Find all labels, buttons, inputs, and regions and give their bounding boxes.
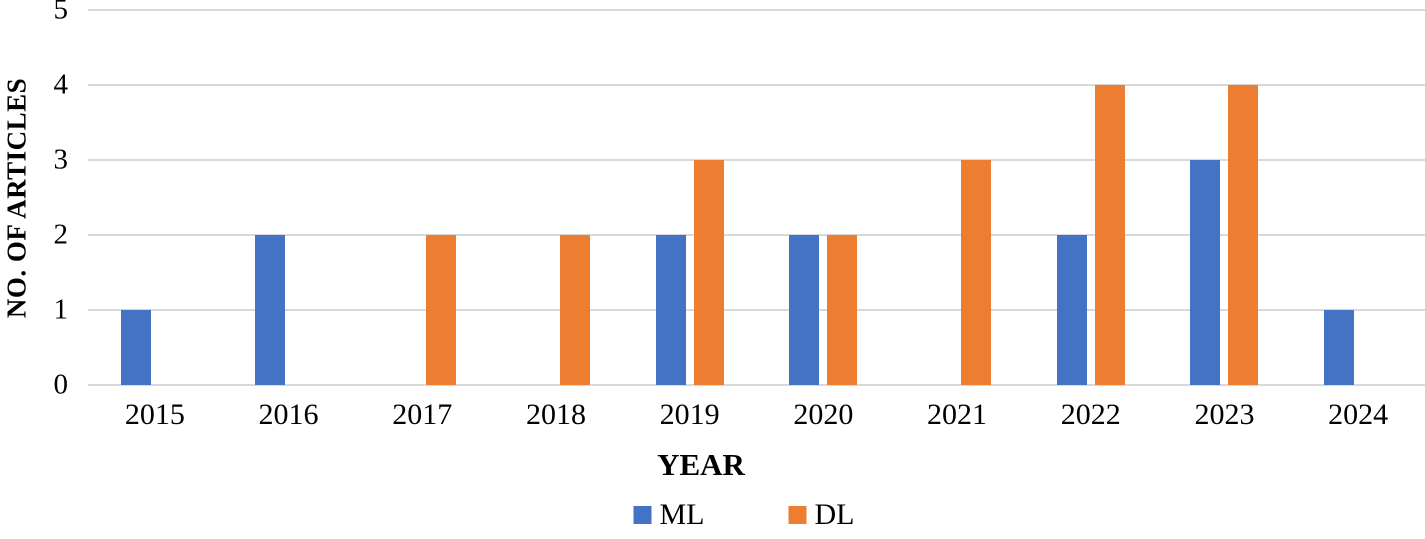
bar-ml-2016 — [254, 235, 285, 385]
x-axis-labels: 2015 2016 2017 2018 2019 2020 2021 2022 2023 2024 — [88, 397, 1425, 437]
x-tick-label: 2022 — [1060, 398, 1121, 431]
bar-dl-2023 — [1228, 85, 1259, 385]
x-tick-label: 2019 — [659, 398, 720, 431]
bar-group-2022 — [1056, 10, 1125, 385]
legend-item-ml: ML — [633, 498, 705, 531]
gridline — [88, 84, 1425, 86]
x-tick-label: 2024 — [1328, 398, 1389, 431]
y-tick-label: 5 — [53, 0, 69, 26]
legend-label: DL — [814, 498, 855, 531]
bar-ml-2015 — [120, 310, 151, 385]
bar-ml-2022 — [1056, 235, 1087, 385]
y-axis-ticks: 0 1 2 3 4 5 — [0, 0, 69, 399]
bar-ml-2020 — [789, 235, 820, 385]
gridline — [88, 309, 1425, 311]
y-tick-label: 3 — [53, 143, 69, 176]
bar-dl-2018 — [559, 235, 590, 385]
plot-area — [88, 9, 1425, 386]
bar-dl-2021 — [961, 160, 992, 385]
bar-dl-2017 — [426, 235, 457, 385]
bar-dl-2022 — [1094, 85, 1125, 385]
legend-label: ML — [659, 498, 705, 531]
bar-dl-2020 — [827, 235, 858, 385]
x-tick-label: 2023 — [1194, 398, 1255, 431]
gridline — [88, 234, 1425, 236]
legend-swatch-icon — [633, 506, 652, 524]
x-tick-label: 2018 — [525, 398, 586, 431]
bar-dl-2019 — [693, 160, 724, 385]
y-tick-label: 0 — [53, 368, 69, 401]
y-tick-label: 1 — [53, 293, 69, 326]
bar-group-2016 — [254, 10, 323, 385]
bar-group-2020 — [789, 10, 858, 385]
x-tick-label: 2016 — [258, 398, 319, 431]
bar-group-2023 — [1190, 10, 1259, 385]
gridline — [88, 384, 1425, 386]
bar-group-2019 — [655, 10, 724, 385]
legend: ML DL — [633, 498, 855, 531]
bar-group-2021 — [923, 10, 992, 385]
bar-group-2018 — [522, 10, 590, 385]
x-tick-label: 2021 — [927, 398, 988, 431]
x-tick-label: 2017 — [392, 398, 453, 431]
bar-ml-2024 — [1324, 310, 1355, 385]
bar-group-2015 — [120, 10, 189, 385]
bar-group-2017 — [388, 10, 457, 385]
gridline — [88, 9, 1425, 11]
legend-item-dl: DL — [788, 498, 855, 531]
x-axis-title: YEAR — [657, 447, 745, 482]
gridline — [88, 159, 1425, 161]
y-tick-label: 2 — [53, 218, 69, 251]
bar-ml-2023 — [1190, 160, 1221, 385]
y-tick-label: 4 — [53, 68, 69, 101]
x-tick-label: 2020 — [793, 398, 854, 431]
legend-swatch-icon — [788, 506, 807, 524]
bar-ml-2019 — [655, 235, 686, 385]
bar-group-2024 — [1324, 10, 1392, 385]
x-tick-label: 2015 — [124, 398, 185, 431]
